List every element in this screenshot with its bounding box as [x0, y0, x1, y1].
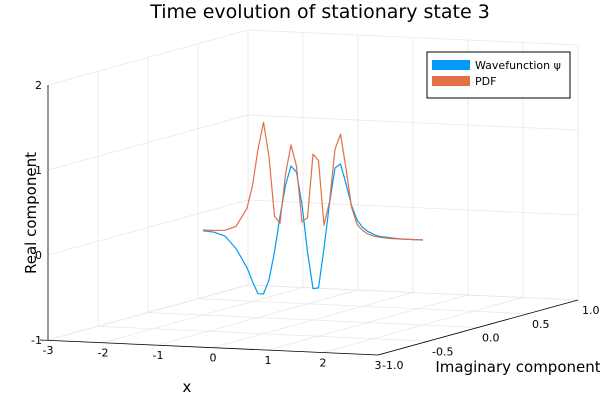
y-axis-line — [377, 299, 579, 356]
grid-line — [247, 284, 579, 301]
y-tick-label: 0.0 — [482, 332, 500, 345]
grid-line — [97, 325, 429, 342]
x-tick-label: 3 — [375, 359, 382, 372]
grid-line — [47, 199, 249, 256]
series-lines — [202, 121, 424, 295]
y-axis-label: Imaginary component — [435, 358, 600, 376]
legend-label-wavefunction: Wavefunction ψ — [475, 59, 561, 72]
y-tick-label: -0.5 — [432, 345, 453, 358]
z-tick-label: 2 — [35, 79, 42, 92]
grid-line — [47, 29, 249, 86]
z-tick-label: -1 — [31, 334, 42, 347]
z-tick-labels: -1 0 1 2 — [31, 79, 42, 347]
y-tick-label: -1.0 — [382, 359, 403, 372]
x-tick-label: 2 — [320, 357, 327, 370]
grid-line — [147, 312, 479, 328]
grid-line — [197, 298, 529, 315]
grid-line — [247, 29, 579, 46]
legend: Wavefunction ψ PDF — [426, 51, 571, 99]
y-tick-label: 0.5 — [532, 318, 550, 331]
chart-title: Time evolution of stationary state 3 — [149, 1, 490, 23]
x-tick-label: -2 — [98, 347, 109, 360]
grid-line — [247, 199, 579, 216]
y-tick-label: 1.0 — [582, 304, 600, 317]
z-axis-label: Real component — [22, 152, 40, 274]
legend-label-pdf: PDF — [475, 75, 496, 88]
x-tick-label: 0 — [210, 352, 217, 365]
z-tick-label: 1 — [35, 164, 42, 177]
series-line-0 — [202, 163, 424, 295]
x-axis-label: x — [183, 378, 192, 396]
x-tick-label: -3 — [43, 344, 54, 357]
x-tick-labels: -3 -2 -1 0 1 2 3 — [43, 344, 382, 372]
legend-swatch-wavefunction — [432, 60, 470, 70]
x-tick-label: -1 — [153, 349, 164, 362]
grid-line — [47, 114, 249, 171]
legend-box — [426, 51, 571, 99]
y-tick-labels: -1.0 -0.5 0.0 0.5 1.0 — [382, 304, 600, 372]
x-tick-label: 1 — [265, 354, 272, 367]
x-axis-line — [39, 339, 379, 356]
series-line-1 — [202, 121, 424, 241]
grid-line — [247, 114, 579, 131]
legend-swatch-pdf — [432, 76, 470, 86]
z-tick-label: 0 — [35, 249, 42, 262]
